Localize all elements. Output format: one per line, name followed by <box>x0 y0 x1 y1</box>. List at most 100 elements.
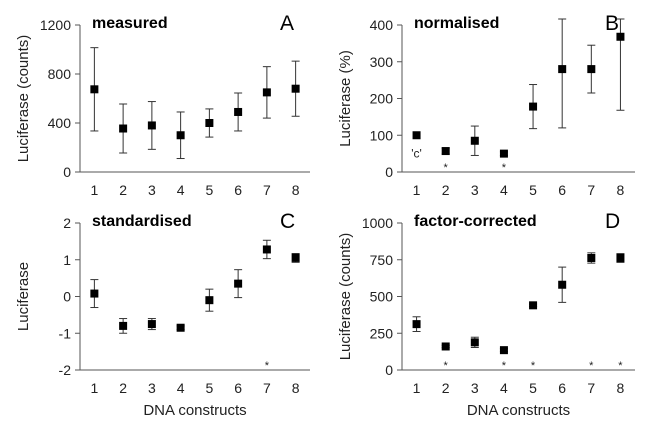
y-tick-label: 0 <box>385 164 393 180</box>
data-point <box>470 136 479 145</box>
x-tick-label: 3 <box>471 182 479 198</box>
x-tick-label: 8 <box>617 380 625 396</box>
data-point <box>558 65 567 74</box>
y-tick-label: 0 <box>63 289 71 305</box>
data-point <box>616 253 625 262</box>
data-point <box>499 346 508 355</box>
data-point <box>529 102 538 111</box>
x-tick-label: 5 <box>205 380 213 396</box>
data-point <box>587 65 596 74</box>
significance-marker: * <box>618 360 623 372</box>
x-tick-label: 1 <box>413 380 421 396</box>
data-point <box>291 253 300 262</box>
data-point <box>441 342 450 351</box>
y-tick-label: 1000 <box>362 215 393 231</box>
x-tick-label: 6 <box>234 182 242 198</box>
x-tick-label: 4 <box>500 380 508 396</box>
data-point <box>119 124 128 133</box>
y-tick-label: 300 <box>370 54 394 70</box>
x-tick-label: 8 <box>292 380 300 396</box>
panel-title: factor-corrected <box>414 213 537 230</box>
data-point <box>470 338 479 347</box>
panel-a: 0 400 800 1200 1 2 3 4 5 6 7 8 Luciferase (counts) me… <box>15 12 310 198</box>
x-tick-label: 3 <box>148 182 156 198</box>
y-tick-label: 500 <box>370 289 394 305</box>
x-tick-label: 6 <box>558 182 566 198</box>
data-point <box>529 301 538 310</box>
x-tick-label: 7 <box>587 182 595 198</box>
x-tick-label: 8 <box>617 182 625 198</box>
x-axis-label: DNA constructs <box>143 402 246 419</box>
y-tick-label: 200 <box>370 91 394 107</box>
data-point <box>291 84 300 93</box>
data-point <box>499 149 508 158</box>
y-tick-label: -2 <box>59 362 72 378</box>
panel-letter: A <box>280 12 294 35</box>
significance-marker: * <box>502 162 507 174</box>
data-point <box>616 32 625 41</box>
x-tick-label: 2 <box>119 182 127 198</box>
x-tick-label: 5 <box>529 182 537 198</box>
panel-letter: B <box>605 12 619 35</box>
y-tick-label: 1 <box>63 252 71 268</box>
data-point <box>412 131 421 140</box>
x-tick-label: 2 <box>442 380 450 396</box>
data-point <box>90 85 99 94</box>
data-point <box>205 296 214 305</box>
x-tick-label: 5 <box>205 182 213 198</box>
data-point <box>147 121 156 130</box>
data-point <box>90 289 99 298</box>
x-tick-label: 3 <box>471 380 479 396</box>
y-axis-label: Luciferase (%) <box>337 50 354 147</box>
y-tick-label: 250 <box>370 325 394 341</box>
panel-letter: C <box>280 210 295 233</box>
x-tick-label: 1 <box>413 182 421 198</box>
significance-marker: * <box>589 360 594 372</box>
x-tick-label: 5 <box>529 380 537 396</box>
y-tick-label: 400 <box>48 115 72 131</box>
data-point <box>412 320 421 329</box>
significance-marker: * <box>444 360 449 372</box>
data-point <box>262 245 271 254</box>
y-tick-label: 1200 <box>40 17 71 33</box>
significance-marker: * <box>502 360 507 372</box>
x-tick-label: 7 <box>587 380 595 396</box>
significance-marker: * <box>531 360 536 372</box>
x-tick-label: 4 <box>177 182 185 198</box>
x-tick-label: 4 <box>177 380 185 396</box>
x-tick-label: 2 <box>119 380 127 396</box>
significance-marker: * <box>265 360 270 372</box>
x-tick-label: 6 <box>234 380 242 396</box>
data-point <box>262 88 271 97</box>
x-tick-label: 7 <box>263 182 271 198</box>
x-tick-label: 1 <box>90 182 98 198</box>
y-tick-label: 400 <box>370 17 394 33</box>
x-tick-label: 1 <box>90 380 98 396</box>
data-point <box>234 279 243 288</box>
y-tick-label: 0 <box>63 164 71 180</box>
panel-letter: D <box>605 210 620 233</box>
panel-title: measured <box>92 15 168 32</box>
y-axis-label: Luciferase (counts) <box>15 35 32 163</box>
panel-title: standardised <box>92 213 192 230</box>
x-tick-label: 7 <box>263 380 271 396</box>
y-tick-label: 750 <box>370 252 394 268</box>
data-point <box>205 119 214 127</box>
x-tick-label: 3 <box>148 380 156 396</box>
y-tick-label: 100 <box>370 127 394 143</box>
y-tick-label: 0 <box>385 362 393 378</box>
panel-d: 0 250 500 750 1000 1 2 3 4 5 6 7 8 Luciferase (counts… <box>337 210 635 419</box>
panel-c: -2 -1 0 1 2 1 2 3 4 5 6 7 8 Luciferase DNA constructs s… <box>15 210 310 419</box>
y-tick-label: 2 <box>63 215 71 231</box>
y-tick-label: 800 <box>48 66 72 82</box>
y-tick-label: -1 <box>59 325 72 341</box>
x-tick-label: 6 <box>558 380 566 396</box>
x-axis-label: DNA constructs <box>467 402 570 419</box>
data-point <box>119 321 128 330</box>
data-point <box>558 280 567 289</box>
y-axis-label: Luciferase <box>15 262 32 331</box>
significance-marker: * <box>444 162 449 174</box>
x-tick-label: 4 <box>500 182 508 198</box>
x-tick-label: 8 <box>292 182 300 198</box>
